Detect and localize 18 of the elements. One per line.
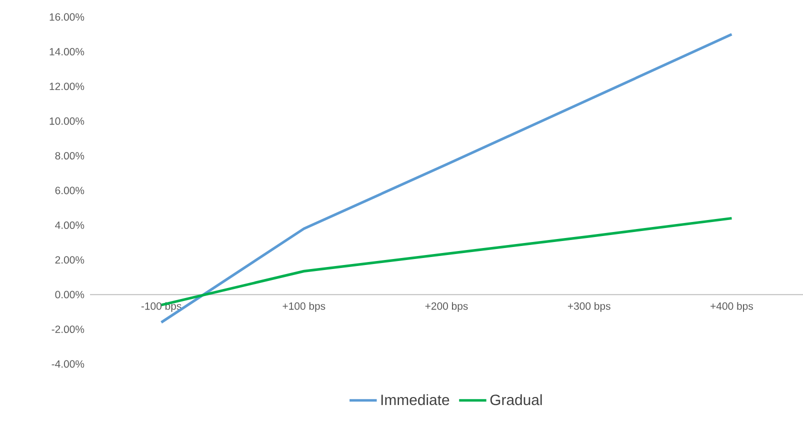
y-tick-label: -4.00% — [52, 360, 84, 368]
x-tick-label: +100 bps — [282, 302, 326, 312]
y-tick-label: 6.00% — [55, 186, 84, 194]
y-tick-label: 4.00% — [55, 222, 84, 229]
legend-label: Gradual — [490, 394, 542, 406]
x-tick-label: +400 bps — [710, 302, 753, 312]
y-tick-label: -2.00% — [52, 326, 84, 334]
y-tick-label: 10.00% — [50, 117, 84, 125]
y-tick-label: 2.00% — [55, 256, 84, 264]
legend-label: Immediate — [381, 394, 450, 406]
x-tick-label: +300 bps — [568, 302, 610, 312]
y-tick-label: 8.00% — [55, 152, 84, 160]
line-series — [160, 33, 734, 324]
y-tick-label: 12.00% — [50, 82, 84, 90]
x-tick-label: +200 bps — [425, 302, 468, 312]
y-tick-label: 14.00% — [50, 48, 84, 56]
y-tick-label: 0.00% — [55, 290, 84, 298]
y-tick-label: 16.00% — [50, 13, 84, 21]
